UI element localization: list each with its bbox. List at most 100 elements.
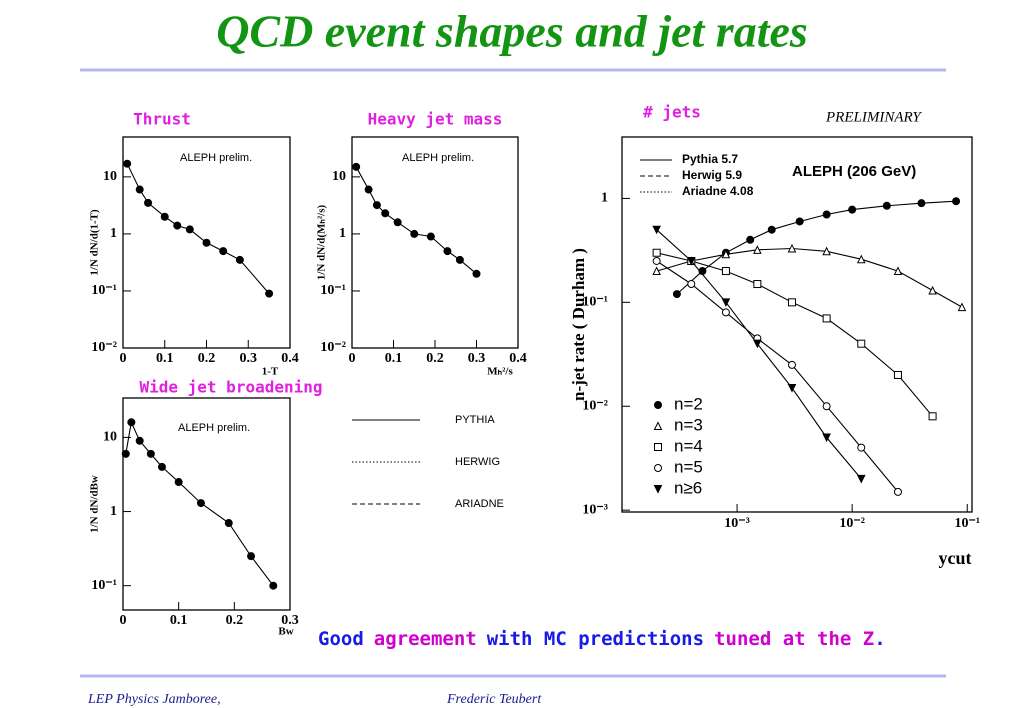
data-point	[157, 462, 166, 471]
y-axis-label: 1/N dN/dBw	[89, 475, 101, 533]
x-tick-label: 10⁻¹	[954, 516, 980, 531]
subtitle: ALEPH (206 GeV)	[792, 163, 916, 180]
data-point	[957, 302, 967, 312]
data-point	[822, 433, 831, 443]
data-point	[746, 235, 755, 244]
data-point	[443, 247, 452, 256]
data-point	[426, 232, 435, 241]
x-tick-label: 0	[120, 613, 127, 628]
data-point	[928, 285, 937, 295]
data-point	[364, 185, 373, 194]
x-tick-label: 0.4	[281, 351, 299, 366]
slide-title: QCD event shapes and jet rates	[216, 6, 808, 57]
legend-label: n=5	[674, 457, 703, 476]
data-point	[265, 289, 274, 298]
x-axis-label: 1-T	[262, 366, 279, 378]
y-tick-label: 1	[339, 226, 346, 241]
data-point	[721, 249, 731, 259]
data-point	[219, 247, 228, 256]
x-tick-label: 0.4	[509, 351, 527, 366]
legend-label: PYTHIA	[455, 414, 495, 426]
x-tick-label: 10⁻³	[724, 516, 750, 531]
data-point	[196, 499, 205, 508]
data-point	[135, 185, 144, 194]
caption-part: with MC predictions	[486, 628, 705, 650]
x-tick-label: 10⁻²	[839, 516, 865, 531]
legend-label: ARIADNE	[455, 498, 504, 510]
data-point	[121, 449, 130, 458]
model-curve	[656, 260, 899, 493]
chart-title: Heavy jet mass	[368, 110, 503, 129]
footer-left: LEP Physics Jamboree,	[87, 692, 221, 707]
x-tick-label: 0	[349, 351, 356, 366]
legend-marker	[654, 464, 662, 472]
data-point	[393, 218, 402, 227]
data-point	[753, 245, 762, 254]
data-point	[247, 552, 256, 561]
data-point	[882, 201, 891, 210]
y-tick-label: 10⁻¹	[91, 283, 117, 298]
data-point	[410, 229, 419, 238]
data-point	[174, 478, 183, 487]
data-point	[893, 266, 903, 276]
data-point	[857, 443, 866, 452]
legend-marker	[653, 421, 663, 430]
model-curve	[355, 166, 477, 275]
x-tick-label: 0.1	[170, 613, 188, 628]
x-tick-label: 0.3	[240, 351, 258, 366]
y-tick-label: 10	[332, 169, 346, 184]
annotation: ALEPH prelim.	[402, 152, 474, 164]
data-point	[822, 210, 831, 219]
legend-label: Pythia 5.7	[682, 152, 738, 166]
data-point	[857, 339, 866, 348]
y-axis-label: n-jet rate ( Durham )	[569, 248, 588, 401]
data-point	[787, 298, 796, 307]
data-point	[721, 267, 730, 276]
legend-label: Herwig 5.9	[682, 168, 742, 182]
data-point	[135, 436, 144, 445]
y-tick-label: 10⁻¹	[582, 295, 608, 310]
data-point	[787, 383, 797, 393]
plot-frame	[351, 136, 519, 349]
data-point	[146, 449, 155, 458]
y-tick-label: 1	[110, 504, 117, 519]
data-point	[173, 221, 182, 230]
data-point	[822, 246, 831, 256]
data-point	[127, 418, 136, 427]
legend-label: n=4	[674, 436, 703, 455]
data-point	[652, 256, 661, 265]
data-point	[721, 298, 731, 307]
caption-part: .	[874, 628, 886, 650]
legend-label: n=2	[674, 394, 703, 413]
x-tick-label: 0.2	[198, 351, 216, 366]
data-point	[455, 255, 464, 264]
data-point	[856, 474, 866, 484]
data-point	[160, 212, 169, 221]
data-point	[202, 238, 211, 247]
y-axis-label: 1/N dN/d(Mₕ²/s)	[316, 205, 328, 281]
y-tick-label: 10⁻²	[320, 340, 346, 355]
y-tick-label: 10⁻¹	[320, 283, 346, 298]
x-axis-label: ycut	[939, 548, 972, 568]
data-point	[795, 217, 804, 226]
y-tick-label: 10⁻²	[582, 398, 608, 413]
data-point	[753, 280, 762, 289]
legend-label: n≥6	[674, 478, 702, 497]
data-point	[787, 243, 797, 253]
x-axis-label: Mₕ²/s	[487, 366, 513, 378]
data-point	[235, 255, 244, 264]
data-point	[687, 280, 696, 289]
data-point	[848, 205, 857, 214]
data-point	[269, 581, 278, 590]
data-point	[753, 339, 762, 349]
data-point	[767, 225, 776, 234]
y-tick-label: 1	[110, 226, 117, 241]
x-tick-label: 0.2	[226, 613, 244, 628]
legend-label: Ariadne 4.08	[682, 184, 754, 198]
data-point	[672, 290, 681, 299]
y-axis-label: 1/N dN/d(1-T)	[89, 209, 101, 276]
caption-part: tuned at the Z	[714, 628, 875, 650]
data-point	[372, 201, 381, 210]
data-point	[224, 519, 233, 528]
